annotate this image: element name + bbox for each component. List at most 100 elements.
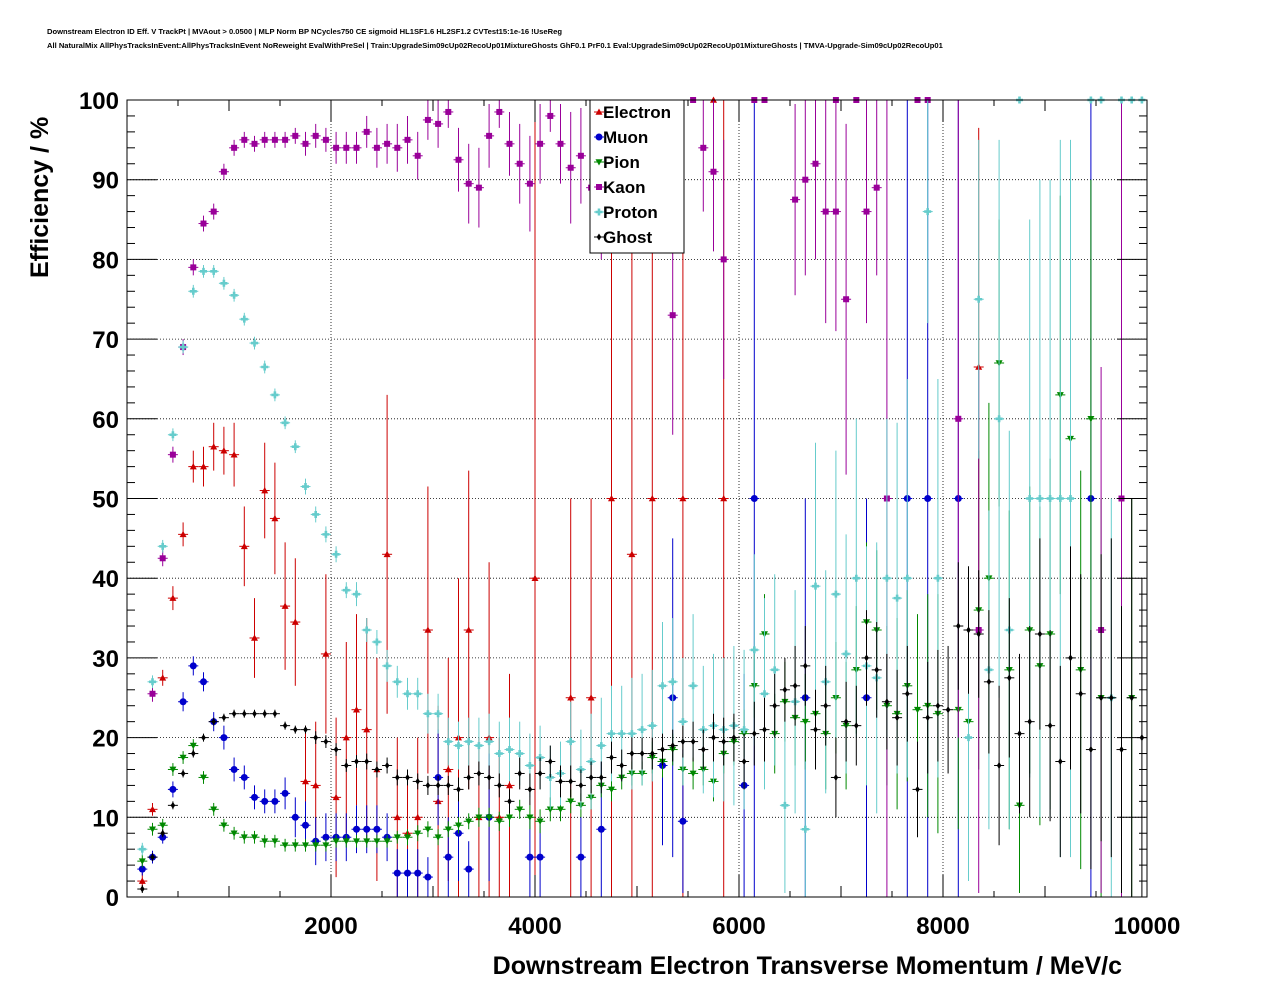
- data-point: [833, 773, 839, 781]
- data-point: [588, 773, 594, 781]
- data-point: [1119, 746, 1124, 754]
- data-point: [456, 785, 461, 793]
- legend-marker: [596, 233, 602, 241]
- data-point: [373, 638, 381, 646]
- data-point: [587, 694, 595, 701]
- data-point: [516, 806, 524, 813]
- data-point: [149, 690, 156, 697]
- data-point: [720, 256, 727, 263]
- data-point: [189, 742, 197, 750]
- legend-marker: [596, 184, 602, 190]
- data-point: [373, 838, 381, 845]
- data-point: [1007, 674, 1012, 682]
- data-point: [444, 738, 452, 746]
- data-point: [191, 750, 196, 758]
- data-point: [230, 291, 238, 299]
- data-point: [282, 722, 288, 730]
- data-point: [567, 694, 575, 701]
- data-point: [220, 168, 227, 175]
- data-point: [689, 682, 697, 690]
- data-point: [752, 730, 757, 738]
- data-point: [414, 830, 422, 837]
- data-point: [281, 842, 289, 849]
- data-point: [404, 136, 411, 143]
- data-point: [465, 818, 473, 825]
- data-point: [384, 140, 391, 147]
- data-point: [995, 415, 1003, 423]
- data-point: [252, 710, 257, 718]
- data-point: [567, 798, 575, 805]
- data-point: [711, 734, 716, 742]
- data-point: [251, 793, 258, 801]
- data-point: [179, 754, 187, 762]
- data-point: [772, 702, 777, 710]
- data-point: [170, 801, 176, 809]
- data-point: [854, 722, 859, 730]
- data-point: [648, 495, 656, 502]
- data-point: [393, 869, 401, 877]
- data-point: [1088, 746, 1094, 754]
- y-tick-label: 0: [106, 885, 119, 912]
- data-point: [291, 813, 299, 821]
- data-point: [293, 726, 298, 734]
- data-point: [771, 666, 779, 674]
- data-point: [393, 678, 401, 686]
- data-point: [842, 650, 850, 658]
- y-tick-label: 50: [92, 487, 119, 514]
- data-point: [138, 877, 146, 884]
- data-point: [537, 140, 544, 147]
- data-point: [506, 781, 513, 789]
- data-point: [792, 682, 798, 690]
- data-point: [801, 825, 809, 833]
- data-point: [526, 761, 534, 769]
- data-point: [404, 834, 411, 841]
- data-point: [446, 781, 451, 789]
- data-point: [444, 826, 452, 833]
- data-point: [291, 842, 299, 849]
- data-point: [965, 734, 972, 742]
- data-point: [975, 295, 983, 303]
- data-point: [1056, 495, 1064, 503]
- x-tick-label: 4000: [508, 913, 561, 940]
- data-point: [558, 777, 563, 785]
- data-point: [200, 463, 207, 470]
- data-point: [863, 208, 870, 215]
- legend-entry: Pion: [603, 153, 640, 172]
- data-point: [750, 495, 758, 502]
- data-point: [312, 781, 320, 789]
- data-point: [261, 797, 269, 805]
- data-point: [710, 168, 717, 175]
- data-point: [169, 451, 176, 458]
- data-point: [731, 734, 737, 742]
- data-point: [149, 826, 156, 833]
- data-point: [996, 761, 1002, 769]
- data-point: [353, 825, 360, 833]
- data-point: [405, 773, 410, 781]
- data-point: [864, 654, 869, 662]
- data-point: [567, 738, 575, 746]
- data-point: [608, 786, 615, 793]
- data-point: [599, 773, 604, 781]
- data-point: [353, 590, 361, 598]
- data-point: [679, 817, 687, 825]
- data-point: [578, 781, 584, 789]
- data-point: [200, 220, 207, 227]
- data-point: [486, 773, 492, 781]
- data-point: [986, 678, 992, 686]
- data-point: [159, 674, 167, 681]
- data-point: [701, 746, 706, 754]
- data-point: [373, 825, 381, 833]
- y-tick-label: 80: [92, 247, 119, 274]
- data-point: [261, 838, 269, 845]
- data-point: [495, 750, 503, 758]
- data-point: [526, 814, 534, 821]
- data-point: [557, 140, 564, 147]
- data-point: [169, 766, 177, 773]
- data-point: [548, 758, 553, 766]
- data-point: [271, 797, 279, 805]
- data-point: [1046, 495, 1054, 503]
- data-point: [159, 822, 167, 829]
- y-tick-label: 60: [92, 407, 119, 434]
- data-point: [638, 726, 646, 734]
- data-point: [486, 132, 493, 139]
